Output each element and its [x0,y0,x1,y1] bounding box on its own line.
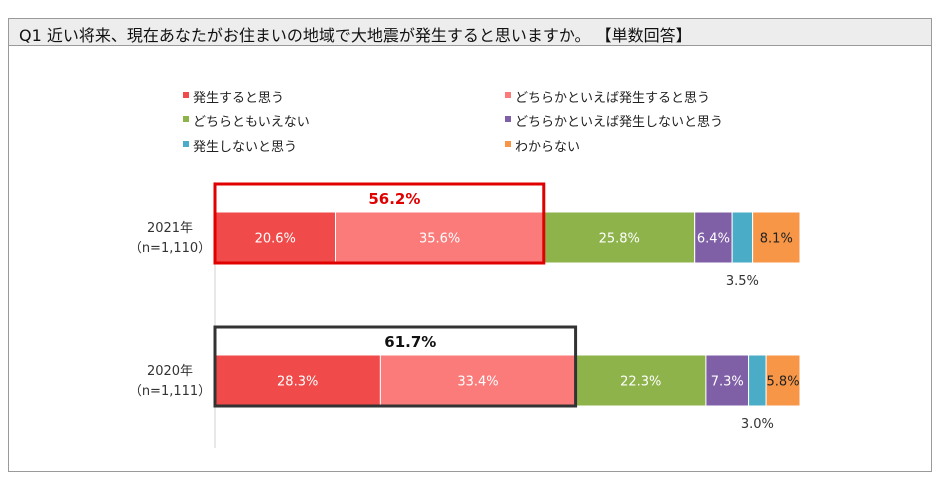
chart-title: Q1 近い将来、現在あなたがお住まいの地域で大地震が発生すると思いますか。 【単… [19,26,692,45]
summary-label: 56.2% [368,190,420,208]
category-n-label: （n=1,110） [129,241,211,256]
data-label: 6.4% [697,232,730,247]
legend-label: どちらともいえない [193,115,310,130]
legend-label: 発生すると思う [193,91,284,106]
category-label: 2021年 [147,221,193,236]
summary-box [213,182,546,265]
data-label: 28.3% [277,375,318,390]
legend-label: どちらかといえば発生しないと思う [515,115,723,130]
legend-label: 発生しないと思う [193,140,297,155]
legend-swatch [505,92,511,98]
bar-segment [705,354,750,407]
summary-label: 61.7% [384,333,436,351]
data-label: 8.1% [760,232,793,247]
data-label: 25.8% [599,232,640,247]
bar-segment [694,211,733,264]
bars: 2021年 （n=1,110） 20.6% 35.6% 25.8% 6.4% 3.5% 8.1… [129,182,801,432]
legend-swatch [183,116,189,122]
data-label: 3.5% [726,274,759,289]
bar-segment [379,354,577,407]
bar-segment [752,211,801,264]
data-label: 3.0% [741,417,774,432]
legend-label: わからない [515,140,580,155]
data-label: 5.8% [767,375,800,390]
data-label: 20.6% [255,232,296,247]
legend-swatch [183,92,189,98]
title-bar: Q1 近い将来、現在あなたがお住まいの地域で大地震が発生すると思いますか。 【単… [9,19,931,46]
bar-segment [748,354,767,407]
legend-swatch [183,141,189,147]
summary-box [213,325,578,408]
category-n-label: （n=1,111） [129,384,211,399]
data-label: 7.3% [711,375,744,390]
data-label: 22.3% [620,375,661,390]
legend-label: どちらかといえば発生すると思う [515,91,710,106]
bar-segment [575,354,707,407]
legend-swatch [505,116,511,122]
legend-swatch [505,141,511,147]
category-label: 2020年 [147,364,193,379]
data-label: 35.6% [419,232,460,247]
bar-segment [765,354,801,407]
data-label: 33.4% [457,375,498,390]
bar-segment [543,211,696,264]
bar-segment [731,211,754,264]
